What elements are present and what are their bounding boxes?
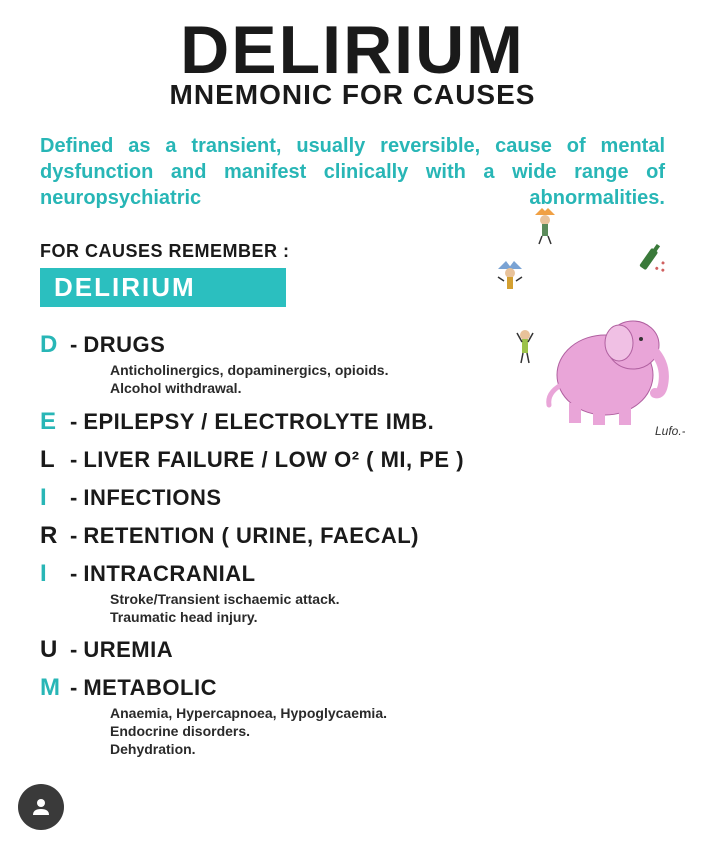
definition-text: Defined as a transient, usually reversib… bbox=[40, 133, 665, 211]
mnemonic-letter: D bbox=[40, 331, 64, 359]
mnemonic-term: LIVER FAILURE / LOW O² ( MI, PE ) bbox=[83, 447, 464, 473]
cartoon-illustration: Lufo.- bbox=[455, 205, 685, 445]
mnemonic-term: METABOLIC bbox=[83, 675, 217, 701]
mnemonic-term: INFECTIONS bbox=[83, 485, 221, 511]
dash: - bbox=[70, 637, 77, 663]
person-icon bbox=[29, 795, 53, 819]
dash: - bbox=[70, 523, 77, 549]
mnemonic-letter: I bbox=[40, 560, 64, 588]
mnemonic-letter: E bbox=[40, 408, 64, 436]
mnemonic-badge: DELIRIUM bbox=[40, 268, 286, 307]
mnemonic-item: U-UREMIA bbox=[40, 636, 665, 664]
page-title: DELIRIUM bbox=[40, 20, 665, 81]
mnemonic-item: L-LIVER FAILURE / LOW O² ( MI, PE ) bbox=[40, 446, 665, 474]
mnemonic-letter: I bbox=[40, 484, 64, 512]
profile-icon[interactable] bbox=[18, 784, 64, 830]
mnemonic-item: R-RETENTION ( URINE, FAECAL) bbox=[40, 522, 665, 550]
dash: - bbox=[70, 332, 77, 358]
mnemonic-letter: L bbox=[40, 446, 64, 474]
dash: - bbox=[70, 675, 77, 701]
mnemonic-details: Stroke/Transient ischaemic attack.Trauma… bbox=[110, 590, 665, 626]
mnemonic-letter: U bbox=[40, 636, 64, 664]
mnemonic-term: INTRACRANIAL bbox=[83, 561, 255, 587]
illustration-signature: Lufo.- bbox=[655, 424, 685, 438]
mnemonic-item: M-METABOLIC Anaemia, Hypercapnoea, Hypogl… bbox=[40, 674, 665, 759]
mnemonic-term: EPILEPSY / ELECTROLYTE IMB. bbox=[83, 409, 434, 435]
dash: - bbox=[70, 561, 77, 587]
dash: - bbox=[70, 485, 77, 511]
mnemonic-term: UREMIA bbox=[83, 637, 173, 663]
mnemonic-item: I-INFECTIONS bbox=[40, 484, 665, 512]
mnemonic-letter: M bbox=[40, 674, 64, 702]
page-subtitle: MNEMONIC FOR CAUSES bbox=[40, 79, 665, 111]
dash: - bbox=[70, 409, 77, 435]
mnemonic-letter: R bbox=[40, 522, 64, 550]
mnemonic-details: Anaemia, Hypercapnoea, Hypoglycaemia.End… bbox=[110, 704, 665, 759]
mnemonic-term: DRUGS bbox=[83, 332, 165, 358]
mnemonic-term: RETENTION ( URINE, FAECAL) bbox=[83, 523, 419, 549]
dash: - bbox=[70, 447, 77, 473]
mnemonic-item: I-INTRACRANIAL Stroke/Transient ischaemic… bbox=[40, 560, 665, 626]
